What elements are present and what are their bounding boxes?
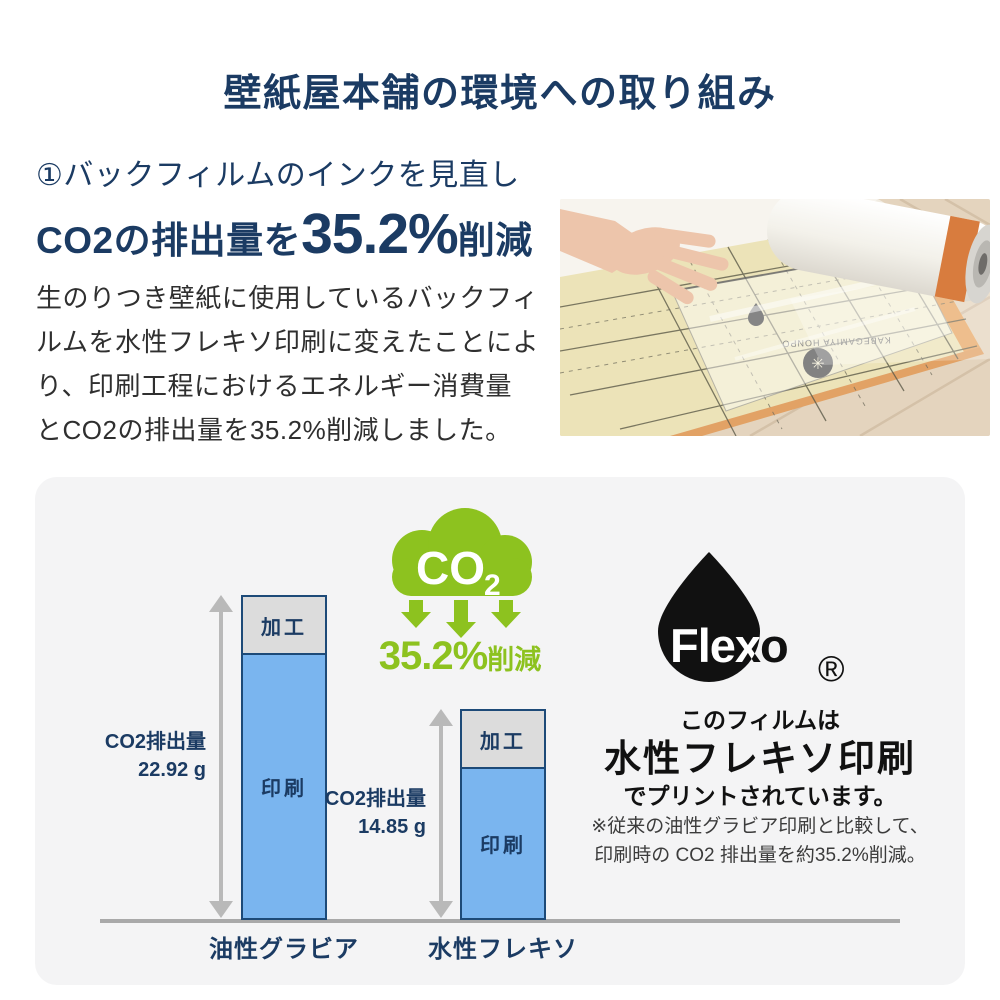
flexo-logo: Flexo Flexo ® [658, 552, 845, 689]
category-label-gravure: 油性グラビア [209, 936, 359, 963]
cloud-shape [392, 508, 532, 638]
page-title: 壁紙屋本舗の環境への取り組み [223, 73, 777, 115]
segment-label: 印刷 [261, 778, 307, 800]
total-label-flexo: CO2排出量 14.85 g [276, 785, 426, 841]
lead-statement: CO2の排出量を 35.2% 削減 [36, 201, 533, 267]
co2-cloud-icon: CO 2 [392, 508, 532, 638]
arrow-shaft [439, 726, 443, 901]
total-label-title: CO2排出量 [104, 730, 206, 753]
total-label-value: 22.92 g [138, 758, 206, 781]
flexo-footnote: ※従来の油性グラビア印刷と比較して、 印刷時の CO2 排出量を約35.2%削減… [591, 816, 929, 866]
measure-arrow-flexo [429, 709, 453, 918]
arrow-head-down [209, 901, 233, 918]
reduction-suffix: 削減 [487, 645, 542, 675]
hand [560, 209, 729, 305]
arrow-head-up [429, 709, 453, 726]
arrow-head-up [209, 595, 233, 612]
flexo-caption-line3: でプリントされています。 [623, 783, 897, 809]
stamp-text: KABEGAMIYA HONPO [781, 335, 891, 349]
intro-paragraph: 生のりつき壁紙に使用しているバックフィ ルムを水性フレキソ印刷に変えたことによ … [36, 283, 539, 445]
reduction-text: 35.2%削減 [350, 634, 570, 679]
section-heading: ①バックフィルムのインクを見直し [36, 159, 520, 192]
flexo-caption-line1: このフィルムは [679, 707, 841, 733]
segment-label: 加工 [261, 616, 307, 639]
lead-prefix: CO2の排出量を [36, 220, 302, 261]
total-label-gravure: CO2排出量 22.92 g [56, 728, 206, 784]
product-photo: ✳ KABEGAMIYA HONPO [560, 199, 990, 436]
svg-text:✳: ✳ [811, 356, 824, 373]
bar-segment-printing: 印刷 [462, 769, 544, 918]
segment-label: 印刷 [480, 835, 526, 857]
arrow-head-down [429, 901, 453, 918]
lead-suffix: 削減 [457, 220, 533, 261]
lead-value: 35.2% [301, 202, 459, 266]
ink-drop-icon [658, 552, 760, 682]
flexo-caption-line2: 水性フレキソ印刷 [604, 738, 916, 779]
bar-segment-printing: 印刷 [243, 655, 325, 918]
registered-mark: ® [818, 648, 845, 689]
chart-axis [100, 919, 900, 923]
segment-label: 加工 [480, 730, 526, 753]
cloud-co-text: CO [416, 542, 485, 594]
total-label-value: 14.85 g [358, 815, 426, 838]
category-label-flexo: 水性フレキソ [428, 936, 578, 963]
total-label-title: CO2排出量 [324, 787, 426, 810]
reduction-value: 35.2% [378, 634, 488, 678]
wallpaper-roll [766, 199, 990, 304]
bar-segment-processing: 加工 [243, 597, 325, 655]
cloud-sub-text: 2 [484, 569, 501, 602]
bar-gravure: 加工 印刷 [241, 595, 327, 920]
bar-flexo: 加工 印刷 [460, 709, 546, 920]
photo-illustration: ✳ KABEGAMIYA HONPO [560, 199, 990, 436]
bar-segment-processing: 加工 [462, 711, 544, 769]
flexo-wordmark-inner: Flexo [670, 619, 788, 672]
measure-arrow-gravure [209, 595, 233, 918]
arrow-shaft [219, 612, 223, 901]
